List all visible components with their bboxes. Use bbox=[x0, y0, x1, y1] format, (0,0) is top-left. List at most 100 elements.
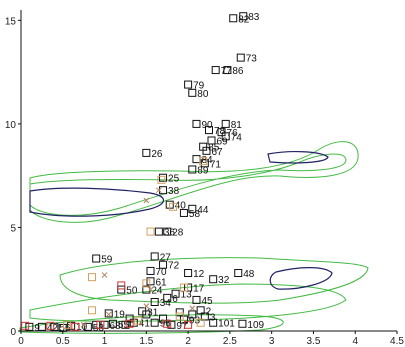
point-label: 93 bbox=[189, 316, 201, 327]
point-marker bbox=[209, 318, 218, 327]
point-label: 34 bbox=[160, 298, 172, 309]
point-label: 13 bbox=[181, 290, 193, 301]
point-marker bbox=[209, 275, 218, 284]
point-marker bbox=[154, 227, 163, 236]
point-marker bbox=[157, 175, 166, 184]
point-marker bbox=[239, 12, 248, 21]
x-tick-label: 0.5 bbox=[56, 336, 70, 347]
point-label: 90 bbox=[201, 120, 213, 131]
series-1 bbox=[62, 157, 208, 329]
point-marker bbox=[188, 310, 197, 319]
point-marker bbox=[142, 148, 151, 157]
point-marker bbox=[142, 310, 151, 319]
point-label: 96 bbox=[160, 319, 172, 330]
point-marker bbox=[125, 314, 134, 323]
point-marker bbox=[238, 319, 247, 328]
point-marker bbox=[163, 227, 172, 236]
point-label: 71 bbox=[210, 159, 222, 170]
point-marker bbox=[234, 269, 243, 278]
cross-marker bbox=[147, 286, 154, 293]
point-marker bbox=[192, 295, 201, 304]
point-marker bbox=[37, 322, 46, 331]
contour-lower-green bbox=[19, 314, 284, 334]
x-tick-label: 1.5 bbox=[139, 336, 153, 347]
x-tick-label: 0 bbox=[18, 336, 24, 347]
point-marker bbox=[117, 281, 126, 290]
point-marker bbox=[175, 312, 184, 321]
point-label: 40 bbox=[175, 201, 187, 212]
point-marker bbox=[159, 260, 168, 269]
point-marker bbox=[88, 273, 97, 282]
point-marker bbox=[67, 321, 76, 330]
point-marker bbox=[188, 88, 197, 97]
y-tick-label: 5 bbox=[10, 223, 16, 234]
x-ticks: 0 0.5 1 1.5 2 2.5 3 3.5 4 4.5 bbox=[18, 331, 404, 347]
point-marker bbox=[229, 14, 238, 23]
cross-marker bbox=[101, 272, 108, 278]
point-label: 58 bbox=[189, 209, 201, 220]
point-label: 44 bbox=[197, 205, 209, 216]
point-marker bbox=[88, 306, 97, 315]
point-label: 78 bbox=[214, 126, 226, 137]
x-tick-label: 2 bbox=[185, 336, 191, 347]
contour-upper-mid-green bbox=[29, 153, 347, 216]
point-label: 89 bbox=[197, 165, 209, 176]
point-marker bbox=[96, 320, 105, 329]
point-marker bbox=[179, 283, 188, 292]
point-label: 83 bbox=[248, 12, 260, 23]
point-label: 3 bbox=[210, 313, 216, 324]
point-marker bbox=[159, 314, 168, 323]
axes: 0 0.5 1 1.5 2 2.5 3 3.5 4 4.5 0 5 10 15 bbox=[5, 10, 404, 347]
point-marker bbox=[25, 322, 34, 331]
point-label: 67 bbox=[211, 147, 223, 158]
point-label: 12 bbox=[193, 269, 205, 280]
point-marker bbox=[125, 319, 134, 328]
point-label: 70 bbox=[156, 267, 168, 278]
x-tick-label: 3 bbox=[269, 336, 275, 347]
point-label: 25 bbox=[168, 174, 180, 185]
cross-marker bbox=[143, 197, 150, 204]
point-marker bbox=[62, 320, 71, 329]
point-label: 81 bbox=[231, 120, 243, 131]
point-marker bbox=[108, 319, 117, 328]
contour-upper-inner-blue bbox=[267, 151, 329, 164]
point-marker bbox=[92, 254, 101, 263]
point-marker bbox=[21, 321, 30, 330]
point-marker bbox=[46, 321, 55, 330]
point-label: 72 bbox=[168, 261, 180, 272]
point-marker bbox=[188, 165, 197, 174]
point-marker bbox=[223, 66, 232, 75]
point-marker bbox=[133, 316, 142, 325]
point-label: 6 bbox=[172, 294, 178, 305]
point-label: 41 bbox=[139, 319, 151, 330]
point-marker bbox=[171, 289, 180, 298]
point-marker bbox=[221, 132, 230, 141]
point-label: 2 bbox=[206, 306, 212, 317]
point-marker bbox=[83, 322, 92, 331]
point-label: 38 bbox=[168, 186, 180, 197]
point-label: 28 bbox=[172, 228, 184, 239]
point-marker bbox=[207, 136, 216, 145]
contour-upper-blue bbox=[29, 187, 165, 217]
point-marker bbox=[196, 318, 205, 327]
point-marker bbox=[159, 173, 168, 182]
x-tick-label: 3.5 bbox=[306, 336, 320, 347]
y-tick-label: 10 bbox=[5, 120, 17, 131]
point-marker bbox=[211, 66, 220, 75]
cross-marker bbox=[189, 305, 196, 312]
point-label: 59 bbox=[101, 255, 113, 266]
point-marker bbox=[71, 322, 80, 331]
point-label: 69 bbox=[217, 136, 229, 147]
point-marker bbox=[142, 279, 151, 288]
point-label: 19 bbox=[114, 309, 126, 320]
point-marker bbox=[184, 269, 193, 278]
point-marker bbox=[129, 318, 138, 327]
point-marker bbox=[150, 318, 159, 327]
point-label: 68 bbox=[110, 321, 122, 332]
x-tick-label: 2.5 bbox=[223, 336, 237, 347]
point-marker bbox=[200, 159, 209, 168]
point-marker bbox=[184, 320, 193, 329]
x-tick-label: 4.5 bbox=[390, 336, 404, 347]
point-label: 61 bbox=[156, 277, 168, 288]
